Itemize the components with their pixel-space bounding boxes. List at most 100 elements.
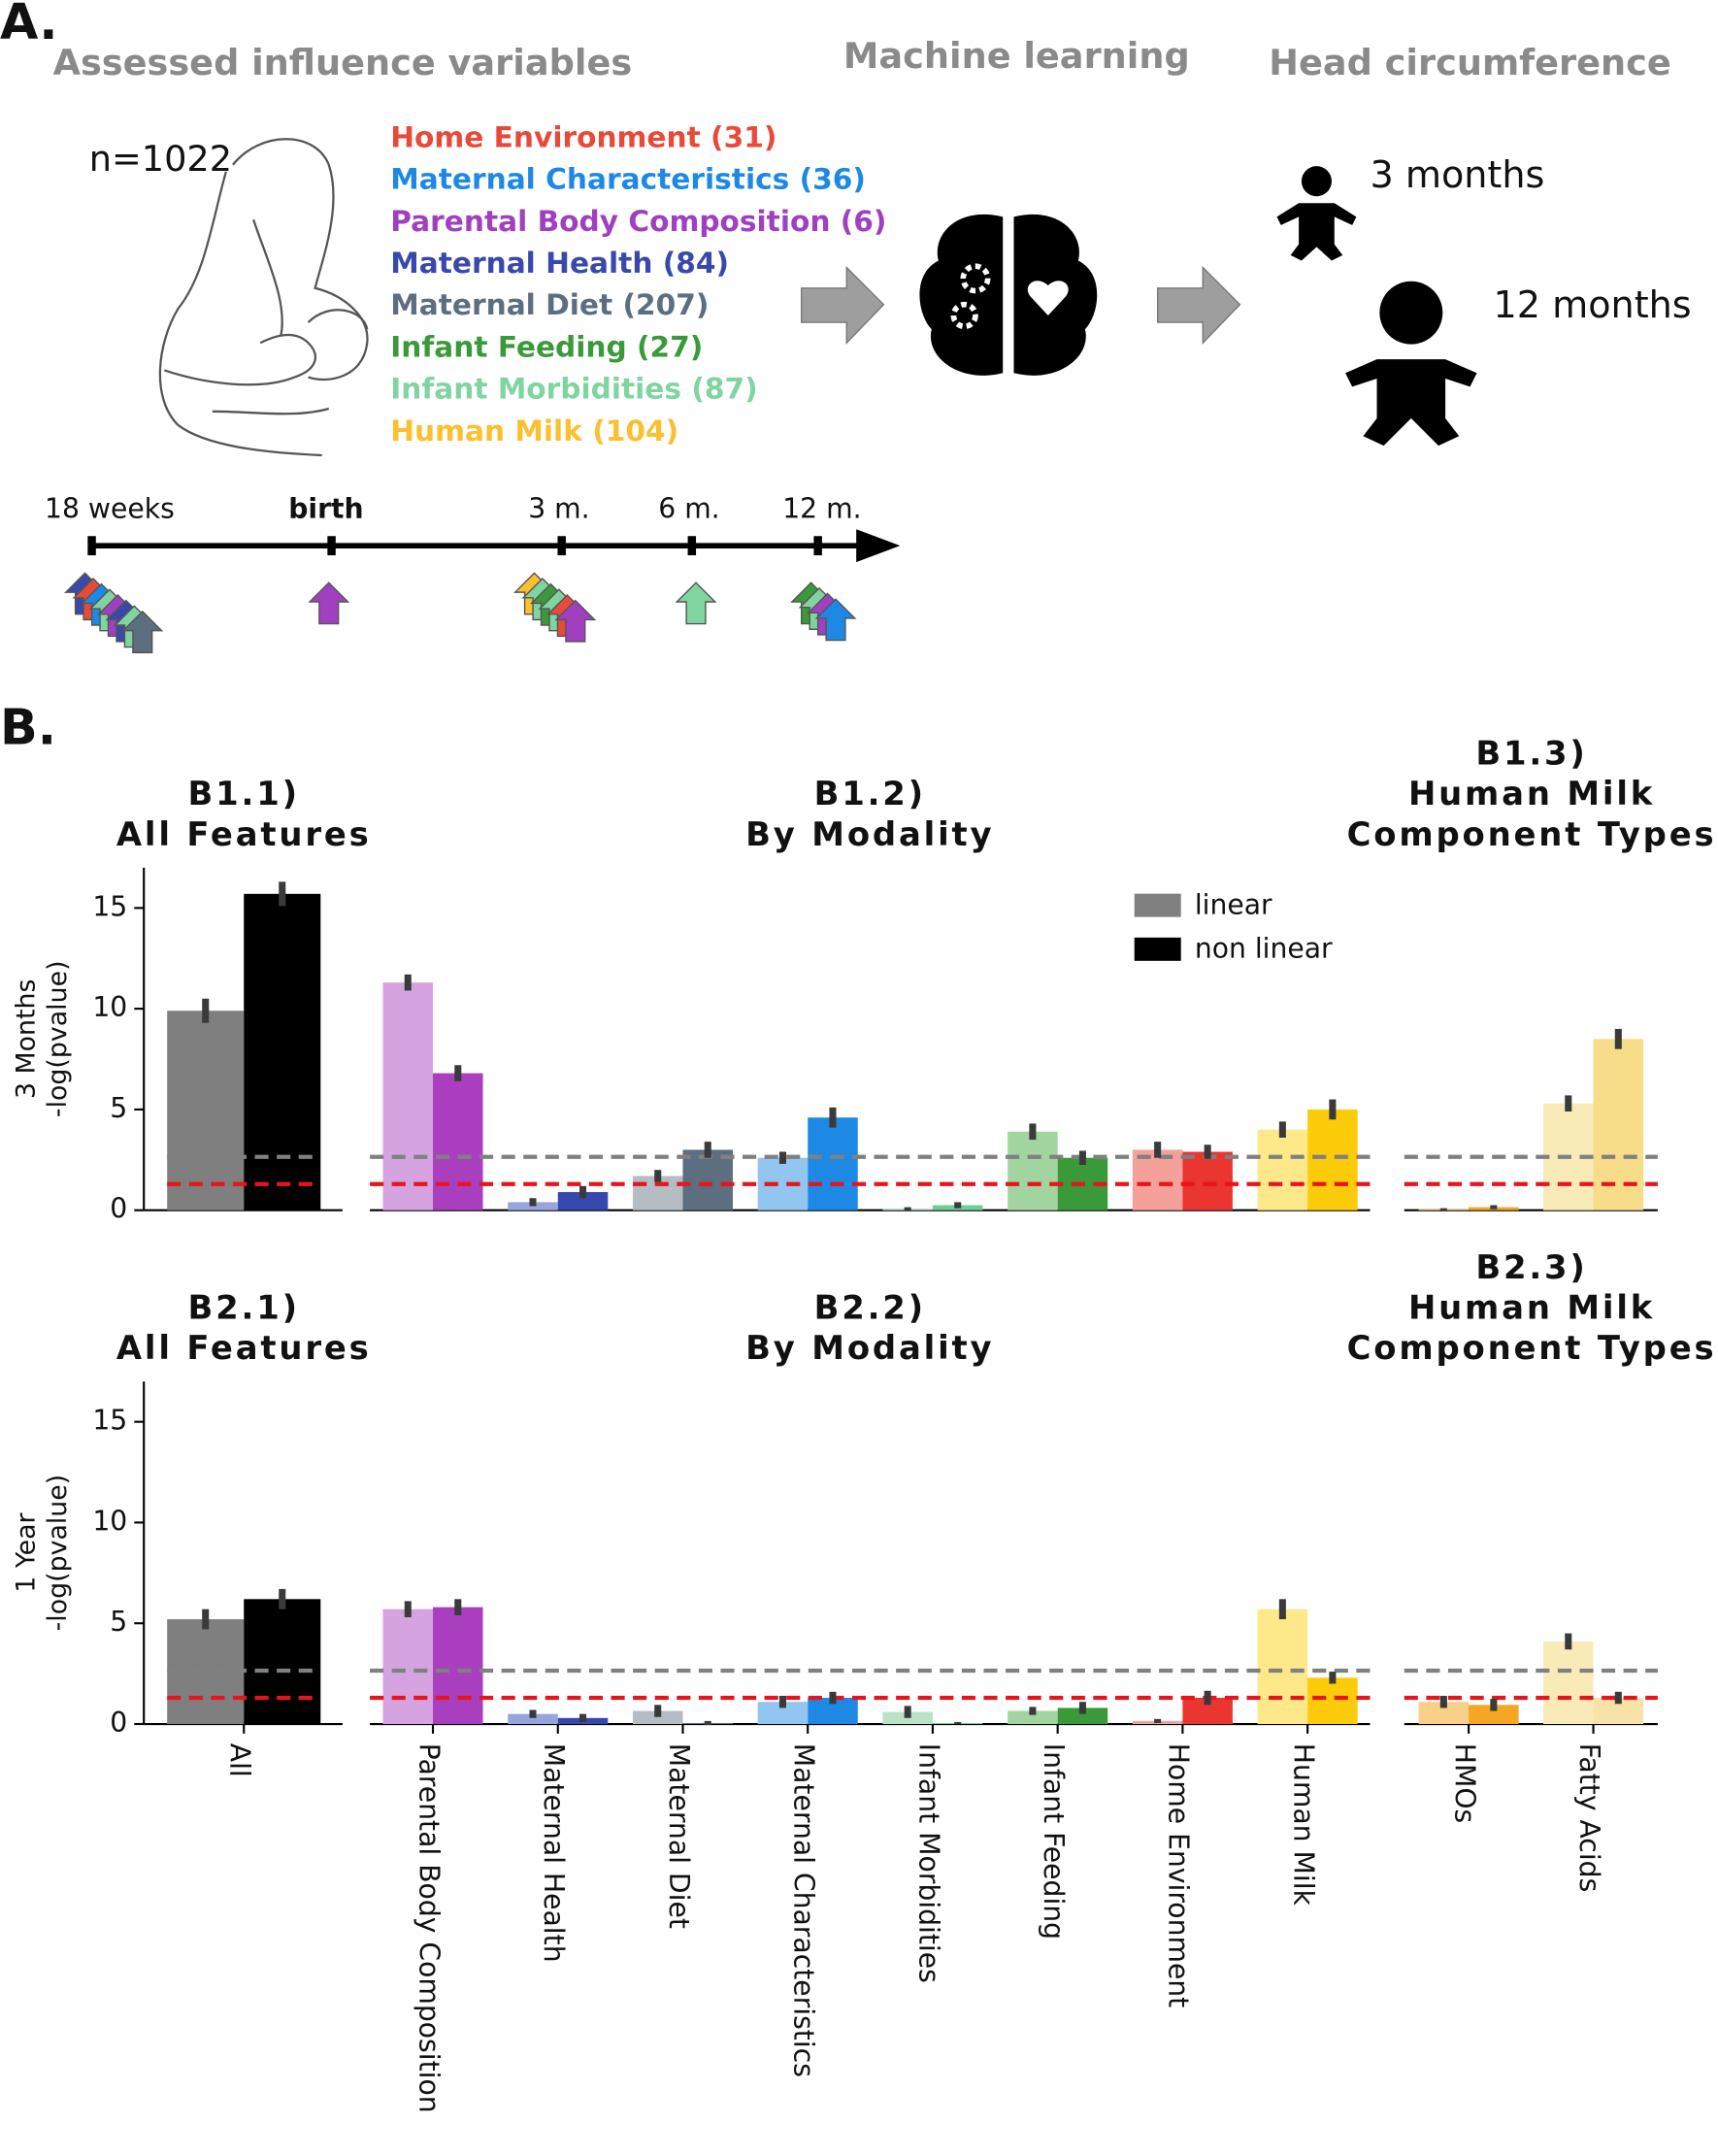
timeline-arrowhead [856, 529, 901, 563]
bar [1469, 1705, 1519, 1725]
timeline-tick [327, 536, 336, 556]
panel-title: All Features [116, 1329, 372, 1367]
variable-group: Maternal Diet (207) [390, 287, 709, 321]
bar [1008, 1710, 1058, 1725]
bar [1257, 1129, 1308, 1211]
bar [1593, 1039, 1644, 1211]
x-tick-label: Maternal Characteristics [788, 1743, 820, 2077]
bar [244, 893, 321, 1211]
legend-label: linear [1195, 888, 1272, 920]
section-header: Assessed influence variables [53, 42, 633, 83]
y-axis-label: -log(pvalue) [43, 1475, 73, 1632]
panel-title: B2.2) [814, 1289, 926, 1327]
x-tick-label: Fatty Acids [1573, 1743, 1605, 1893]
variable-group: Human Milk (104) [390, 414, 678, 448]
bar [682, 1149, 734, 1211]
bar [1132, 1149, 1183, 1211]
y-axis-label: -log(pvalue) [43, 960, 73, 1117]
y-axis-label: 1 Year [12, 1511, 42, 1592]
bar [1307, 1109, 1358, 1211]
x-tick-label: HMOs [1448, 1743, 1480, 1823]
x-tick-label: All [224, 1743, 256, 1777]
measurement-arrow [121, 610, 164, 653]
panel-title: Human Milk [1408, 775, 1655, 813]
bar [1182, 1151, 1233, 1211]
y-tick-label: 10 [92, 1505, 127, 1537]
flow-arrow [1156, 265, 1241, 345]
y-tick-label: 15 [92, 890, 127, 922]
bar [632, 1710, 683, 1725]
panel-label: B. [0, 699, 56, 756]
x-tick-label: Infant Feeding [1038, 1743, 1070, 1940]
timeline-tick [813, 536, 822, 556]
bar [557, 1192, 609, 1211]
panel-title: B2.3) [1475, 1248, 1587, 1286]
outcome-label: 12 months [1494, 283, 1692, 326]
bar [1418, 1702, 1470, 1725]
y-tick-label: 15 [92, 1405, 127, 1437]
baby-icon [1276, 166, 1357, 261]
bar [433, 1073, 483, 1211]
timeline-tick [687, 536, 697, 556]
y-tick-label: 5 [110, 1092, 127, 1124]
timeline-tick [557, 536, 566, 556]
section-header: Machine learning [843, 35, 1190, 77]
panel-title: Human Milk [1408, 1289, 1655, 1327]
bar [244, 1599, 321, 1725]
bar [167, 1011, 245, 1211]
panel-title: Component Types [1347, 815, 1717, 853]
bar [1057, 1708, 1108, 1725]
flow-arrow [801, 265, 885, 345]
x-tick-label: Infant Morbidities [912, 1743, 944, 1983]
measurement-arrow [814, 598, 857, 642]
bar [508, 1713, 558, 1725]
bar [1543, 1641, 1594, 1725]
panel-title: By Modality [745, 815, 994, 853]
panel-label: A. [0, 0, 58, 50]
bar [433, 1607, 483, 1725]
bar [1008, 1131, 1058, 1211]
measurement-arrow [675, 581, 717, 625]
section-header: Head circumference [1269, 42, 1670, 83]
panel-title: By Modality [745, 1329, 994, 1367]
measurement-arrow [554, 599, 597, 643]
panel-title: Component Types [1347, 1329, 1717, 1367]
variable-group: Parental Body Composition (6) [390, 204, 886, 238]
timeline-label: birth [288, 492, 363, 524]
bar [882, 1711, 933, 1725]
variable-group: Maternal Characteristics (36) [390, 162, 866, 196]
panel-title: All Features [116, 815, 372, 853]
legend-label: non linear [1195, 933, 1333, 965]
measurement-arrow [308, 581, 350, 625]
variable-group: Home Environment (31) [390, 119, 776, 153]
panel-title: B1.3) [1475, 735, 1587, 773]
bar [382, 982, 434, 1211]
timeline-label: 3 m. [528, 492, 589, 524]
x-tick-label: Parental Body Composition [413, 1743, 445, 2113]
y-tick-label: 10 [92, 991, 127, 1023]
timeline-label: 18 weeks [45, 492, 175, 524]
x-tick-label: Maternal Health [538, 1743, 570, 1963]
legend-swatch [1134, 893, 1181, 917]
x-tick-label: Maternal Diet [663, 1743, 695, 1929]
y-axis-label: 3 Months [12, 979, 42, 1100]
cohort-size: n=1022 [89, 138, 232, 180]
x-tick-label: Human Milk [1287, 1743, 1319, 1907]
y-tick-label: 5 [110, 1606, 127, 1638]
x-tick-label: Home Environment [1163, 1743, 1195, 2008]
bar [1307, 1677, 1358, 1725]
brain-icon [919, 214, 1098, 376]
legend-swatch [1134, 937, 1181, 961]
variable-group: Infant Morbidities (87) [390, 372, 757, 406]
y-tick-label: 0 [110, 1193, 127, 1225]
timeline-label: 6 m. [658, 492, 719, 524]
panel-title: B1.1) [188, 775, 300, 813]
variable-group: Infant Feeding (27) [390, 329, 703, 363]
bar [808, 1117, 858, 1211]
variable-group: Maternal Health (84) [390, 246, 729, 280]
bar [757, 1702, 809, 1725]
baby-icon [1345, 281, 1477, 447]
timeline-tick [87, 536, 96, 556]
